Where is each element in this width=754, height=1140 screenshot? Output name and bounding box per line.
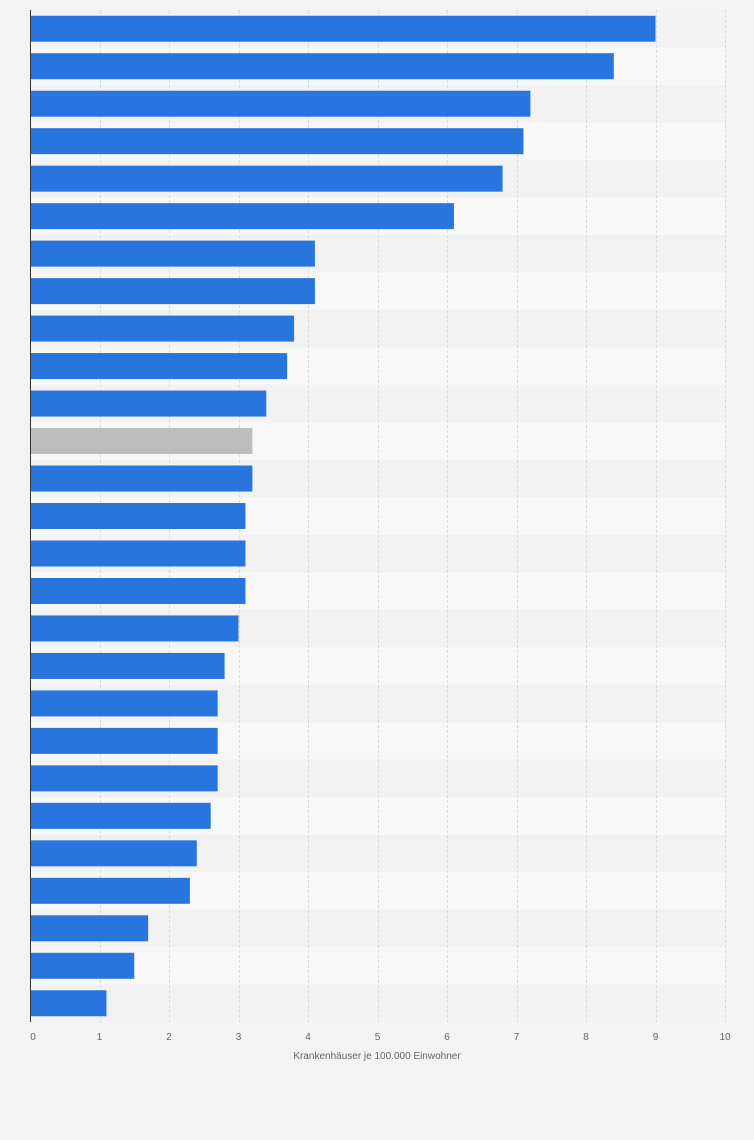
bar[interactable] [30, 952, 135, 979]
bar[interactable] [30, 503, 246, 529]
x-axis-title: Krankenhäuser je 100.000 Einwohner [293, 1051, 461, 1062]
bar[interactable] [30, 652, 225, 679]
bar[interactable] [30, 240, 315, 267]
bar[interactable] [30, 90, 531, 117]
bar[interactable] [30, 540, 246, 567]
bar[interactable] [30, 315, 295, 342]
bar[interactable] [30, 615, 239, 642]
x-tick-label: 5 [375, 1032, 381, 1043]
bar[interactable] [30, 915, 149, 942]
bar[interactable] [30, 577, 246, 604]
bar[interactable] [30, 690, 218, 717]
row-band [30, 947, 725, 985]
x-tick-label: 1 [97, 1032, 103, 1043]
bars [30, 15, 656, 1017]
x-tick-label: 4 [305, 1032, 311, 1043]
bar[interactable] [30, 203, 454, 230]
bar[interactable] [30, 390, 267, 417]
bar[interactable] [30, 15, 656, 42]
bar[interactable] [30, 465, 253, 492]
bar[interactable] [30, 840, 197, 867]
x-tick-label: 0 [30, 1032, 36, 1043]
bar[interactable] [30, 128, 524, 155]
x-tick-label: 9 [653, 1032, 659, 1043]
x-tick-labels: 0 1 2 3 4 5 6 7 8 9 10 [30, 1032, 731, 1043]
bar[interactable] [30, 990, 107, 1017]
x-tick-label: 6 [444, 1032, 450, 1043]
x-tick-label: 3 [236, 1032, 242, 1043]
row-band [30, 984, 725, 1022]
bar[interactable] [30, 353, 288, 380]
x-tick-label: 7 [514, 1032, 520, 1043]
bar[interactable] [30, 727, 218, 754]
bar[interactable] [30, 802, 211, 829]
bar[interactable] [30, 278, 315, 305]
bar[interactable] [30, 428, 253, 455]
bar[interactable] [30, 53, 614, 80]
bar[interactable] [30, 765, 218, 792]
x-tick-label: 2 [166, 1032, 172, 1043]
x-tick-label: 10 [719, 1032, 731, 1043]
bar[interactable] [30, 877, 190, 904]
x-tick-label: 8 [583, 1032, 589, 1043]
bar[interactable] [30, 165, 503, 192]
